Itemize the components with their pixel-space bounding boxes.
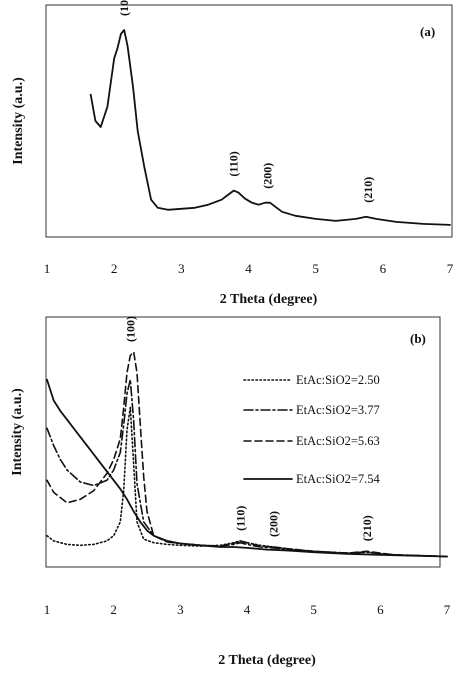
y-axis-title: Intensity (a.u.) [11,77,26,165]
peak-label: (100) [123,316,137,342]
peak-label: (200) [260,163,274,189]
legend-entry: EtAc:SiO2=7.54 [296,472,381,486]
plot-frame [45,316,441,568]
x-tick-label: 3 [177,602,184,617]
x-tick-label: 6 [377,602,384,617]
legend-entry: EtAc:SiO2=3.77 [296,403,380,417]
x-tick-label: 5 [312,261,319,276]
plot-frame [45,4,453,238]
x-axis-title: 2 Theta (degree) [218,653,316,668]
x-tick-label: 3 [178,261,185,276]
peak-label: (210) [361,177,375,203]
panel-a: (100) (110) (200) (210) (a) 1 2 3 4 5 6 7 2 Theta (d… [11,0,454,307]
series-line-4 [46,378,448,558]
series-line-3 [46,351,448,558]
legend-entry: EtAc:SiO2=2.50 [296,373,380,387]
x-tick-label: 6 [380,261,387,276]
x-tick-label: 7 [444,602,451,617]
x-tick-label: 7 [447,261,454,276]
x-tick-label: 1 [44,602,51,617]
peak-label: (210) [360,515,374,541]
series-line-1 [46,406,448,558]
panel-label: (a) [420,24,435,39]
x-tick-label: 1 [44,261,51,276]
legend-entry: EtAc:SiO2=5.63 [296,434,380,448]
x-tick-label: 5 [310,602,317,617]
x-tick-label: 4 [244,602,251,617]
peak-label: (110) [227,151,241,176]
x-tick-label: 2 [111,261,118,276]
peak-label: (200) [267,511,281,537]
x-tick-label: 4 [245,261,252,276]
series-line-1 [89,29,451,226]
x-axis-title: 2 Theta (degree) [220,292,318,307]
x-tick-label: 2 [110,602,117,617]
peak-label: (110) [233,506,247,531]
panel-b: (100) (110) (200) (210) (b) 1 2 3 4 5 6 7 2 Theta (d… [10,316,451,668]
peak-label: (100) [117,0,131,16]
y-axis-title: Intensity (a.u.) [10,388,25,476]
panel-label: (b) [410,331,426,346]
